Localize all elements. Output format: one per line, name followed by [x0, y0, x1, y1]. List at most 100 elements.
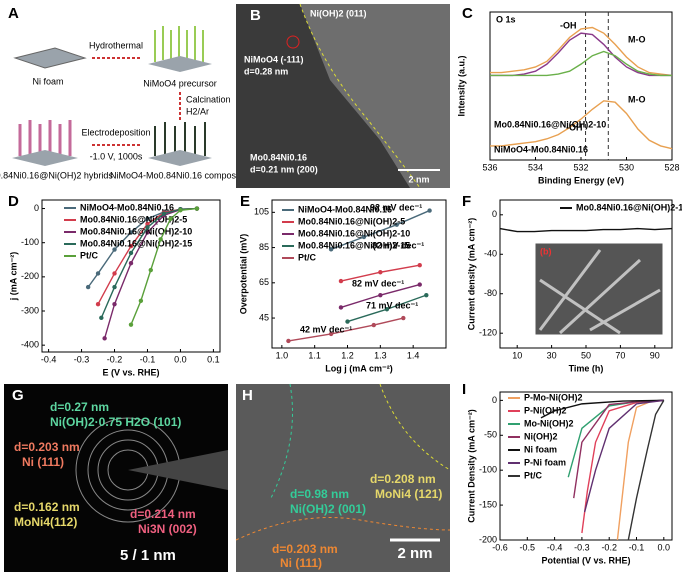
- legend-label: Ni(OH)2: [524, 431, 558, 441]
- x-tick-label: 528: [664, 162, 679, 172]
- label: d=0.28 nm: [244, 66, 288, 76]
- data-point: [145, 230, 150, 235]
- data-point: [99, 315, 104, 321]
- data-point: [394, 222, 399, 227]
- annotation: M-O: [628, 34, 646, 44]
- data-point: [286, 338, 291, 344]
- series-line: [627, 400, 665, 541]
- label: Electrodeposition: [81, 127, 150, 137]
- y-tick-label: -120: [479, 328, 497, 338]
- label: Hydrothermal: [89, 40, 143, 50]
- y-tick-label: -50: [484, 430, 497, 440]
- data-point: [194, 206, 200, 211]
- x-axis-label: E (V vs. RHE): [102, 367, 159, 377]
- panel-f-inset: (b): [534, 242, 664, 336]
- legend-label: Mo0.84Ni0.16@Ni(OH)2-15: [298, 240, 410, 250]
- substrate: [12, 150, 78, 166]
- x-tick-label: -0.5: [520, 542, 536, 552]
- panel-label: D: [8, 193, 19, 210]
- legend-label: NiMoO4-Mo0.84Ni0.16: [298, 204, 392, 214]
- label: d=0.98 nm: [290, 487, 349, 501]
- x-tick-label: -0.2: [601, 542, 617, 552]
- x-tick-label: 1.0: [276, 350, 289, 360]
- legend-label: Mo0.84Ni0.16@Ni(OH)2-10: [80, 226, 192, 236]
- data-point: [112, 284, 117, 290]
- annotation: -OH: [566, 122, 583, 132]
- legend-label: Mo-Ni(OH)2: [524, 418, 574, 428]
- x-tick-label: -0.4: [547, 542, 563, 552]
- label: d=0.203 nm: [272, 542, 338, 556]
- beam-stop: [128, 450, 228, 490]
- label: Mo0.84Ni0.16@Ni(OH)2 hybrids: [0, 170, 113, 180]
- legend-label: Ni foam: [524, 444, 557, 454]
- data-point: [95, 271, 101, 276]
- label: MoNi4 (121): [375, 487, 442, 501]
- boundary: [379, 383, 451, 471]
- y-tick-label: 105: [254, 207, 269, 217]
- data-point: [95, 301, 101, 307]
- panel-a: Ni foam Hydrothermal NiMoO4 precursor Ca…: [0, 26, 251, 180]
- panel-label: I: [462, 381, 466, 398]
- label: Ni (111): [280, 556, 322, 570]
- data-point: [128, 322, 134, 327]
- label: NiMoO4 precursor: [143, 78, 217, 88]
- x-tick-label: 534: [528, 162, 543, 172]
- y-axis-label: Overpotential (mV): [238, 234, 248, 315]
- data-point: [161, 211, 167, 216]
- series-line: [540, 399, 664, 419]
- y-tick-label: -150: [479, 499, 497, 509]
- label: Calcination: [186, 94, 231, 104]
- data-point: [148, 267, 153, 273]
- substrate: [148, 56, 212, 72]
- legend-label: Mo0.84Ni0.16@Ni(OH)2-10: [576, 202, 682, 212]
- plot-frame: [271, 199, 447, 349]
- x-tick-label: 10: [512, 350, 522, 360]
- label: d=0.27 nm: [50, 400, 109, 414]
- label: d=0.21 nm (200): [250, 164, 318, 174]
- series-line: [616, 399, 664, 541]
- label: Ni(OH)2 (011): [310, 8, 367, 18]
- label: d=0.208 nm: [370, 472, 436, 486]
- data-point: [128, 243, 134, 249]
- data-point: [427, 208, 432, 213]
- data-point: [417, 262, 422, 268]
- annotation: NiMoO4-Mo0.84Ni0.16: [494, 144, 588, 154]
- x-tick-label: 30: [547, 350, 557, 360]
- label: d=0.214 nm: [130, 507, 196, 521]
- x-tick-label: -0.1: [629, 542, 645, 552]
- x-tick-label: 1.4: [407, 350, 420, 360]
- y-axis-label: Current Density (mA cm⁻²): [466, 409, 476, 522]
- series-line: [573, 399, 664, 499]
- data-point: [112, 247, 117, 252]
- data-point: [158, 237, 163, 242]
- boundary: [269, 383, 293, 501]
- label: d=0.162 nm: [14, 500, 80, 514]
- substrate: [148, 150, 212, 166]
- y-tick-label: 0: [492, 395, 497, 405]
- x-tick-label: 1.1: [308, 350, 321, 360]
- legend-label: P-Ni(OH)2: [524, 405, 567, 415]
- panel-label: G: [12, 387, 24, 404]
- boundary: [299, 3, 421, 189]
- x-axis-label: Time (h): [569, 363, 604, 373]
- label: Ni(OH)2·0.75 H2O (101): [50, 415, 181, 429]
- scale-label: 2 nm: [408, 174, 429, 184]
- nanorods: [18, 120, 72, 158]
- label: MoNi4(112): [14, 515, 77, 529]
- y-tick-label: -300: [21, 305, 39, 315]
- label: Ni (111): [22, 455, 64, 469]
- data-point: [145, 225, 150, 230]
- x-tick-label: -0.2: [107, 354, 123, 364]
- legend-label: Mo0.84Ni0.16@Ni(OH)2-15: [80, 238, 192, 248]
- data-point: [138, 298, 144, 303]
- data-point: [424, 292, 429, 298]
- y-axis-label: j (mA cm⁻²): [8, 252, 18, 301]
- x-tick-label: 0.0: [174, 354, 187, 364]
- annotation: Mo0.84Ni0.16@Ni(OH)2-10: [494, 119, 606, 129]
- panel-b: Ni(OH)2 (011) NiMoO4 (-111) d=0.28 nm Mo…: [236, 3, 450, 189]
- data-point: [128, 230, 134, 235]
- label: Ni3N (002): [138, 522, 197, 536]
- data-point: [378, 292, 383, 298]
